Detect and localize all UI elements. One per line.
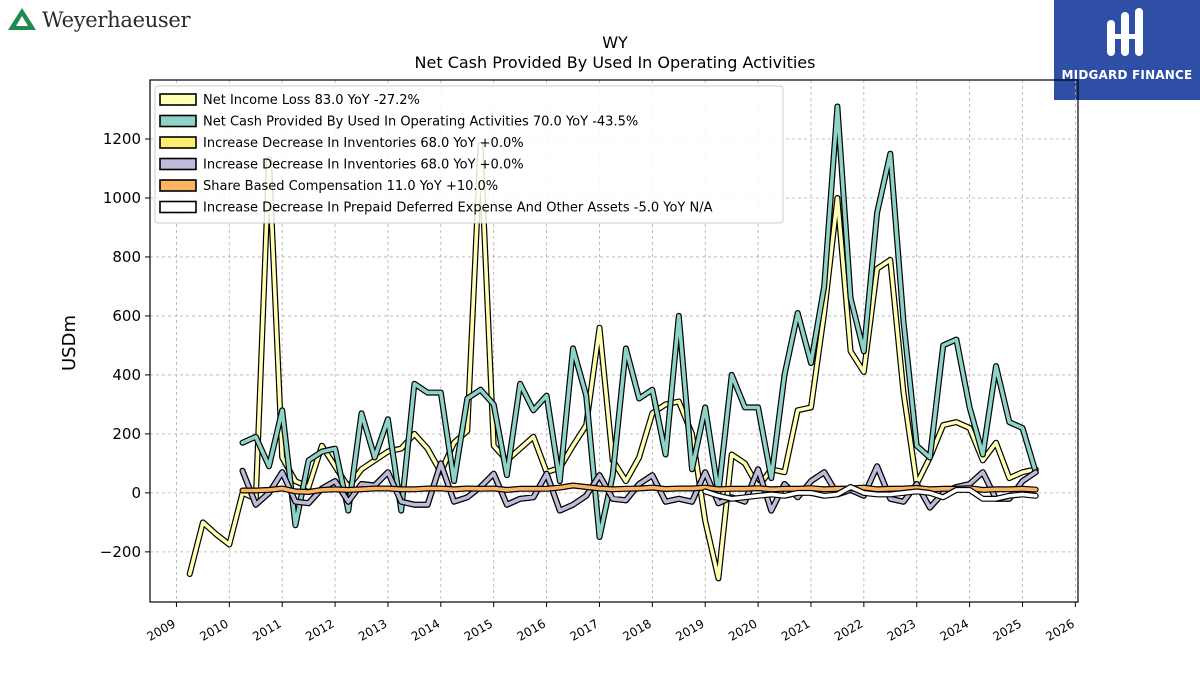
y-tick-label: 1000 <box>103 189 141 207</box>
x-tick-label: 2015 <box>462 616 495 643</box>
y-tick-label: 1200 <box>103 130 141 148</box>
legend-swatch-3 <box>159 157 197 171</box>
x-tick-label: 2014 <box>409 616 442 643</box>
legend-label-4: Share Based Compensation 11.0 YoY +10.0% <box>203 179 498 194</box>
legend-label-3: Increase Decrease In Inventories 68.0 Yo… <box>203 158 524 173</box>
x-tick-label: 2011 <box>250 616 283 643</box>
x-tick-label: 2024 <box>938 616 971 643</box>
legend-label-5: Increase Decrease In Prepaid Deferred Ex… <box>203 201 713 216</box>
y-tick-label: −200 <box>100 543 141 561</box>
x-tick-label: 2021 <box>779 616 812 643</box>
x-tick-label: 2016 <box>515 616 548 643</box>
x-tick-label: 2013 <box>356 616 389 643</box>
x-tick-label: 2018 <box>620 616 653 643</box>
x-tick-label: 2009 <box>144 616 177 643</box>
chart-title: WY <box>602 33 628 52</box>
x-tick-label: 2020 <box>726 616 759 643</box>
legend-label-2: Increase Decrease In Inventories 68.0 Yo… <box>203 136 524 151</box>
legend-box <box>154 85 784 224</box>
x-tick-label: 2010 <box>197 616 230 643</box>
y-tick-label: 0 <box>131 484 141 502</box>
weyerhaeuser-logo: Weyerhaeuser <box>6 6 191 34</box>
legend-swatch-1 <box>159 114 197 128</box>
legend-swatch-0 <box>159 93 197 106</box>
plot-frame <box>149 79 1079 603</box>
x-tick-label: 2026 <box>1043 616 1076 643</box>
x-tick-label: 2025 <box>991 616 1024 643</box>
x-tick-label: 2017 <box>568 616 601 643</box>
x-tick-label: 2019 <box>673 616 706 643</box>
y-tick-label: 400 <box>112 366 141 384</box>
weyerhaeuser-wordmark: Weyerhaeuser <box>42 8 191 32</box>
x-tick-label: 2022 <box>832 616 865 643</box>
series-line-1 <box>240 104 1038 539</box>
y-tick-label: 200 <box>112 425 141 443</box>
chart-subtitle: Net Cash Provided By Used In Operating A… <box>414 53 816 72</box>
tree-icon <box>8 8 36 30</box>
y-tick-label: 800 <box>112 248 141 266</box>
midgard-finance-wordmark: MIDGARD FINANCE <box>1061 68 1193 82</box>
legend-swatch-2 <box>159 136 197 149</box>
midgard-emblem-icon <box>1107 8 1143 56</box>
series-line-4 <box>240 483 1038 494</box>
legend-label-0: Net Income Loss 83.0 YoY -27.2% <box>203 93 420 108</box>
x-tick-label: 2012 <box>303 616 336 643</box>
legend-swatch-5 <box>159 200 197 214</box>
y-axis-label: USDm <box>59 315 80 371</box>
series-line-5 <box>703 485 1038 501</box>
x-tick-label: 2023 <box>885 616 918 643</box>
legend-swatch-4 <box>159 179 197 192</box>
y-tick-label: 600 <box>112 307 141 325</box>
legend-label-1: Net Cash Provided By Used In Operating A… <box>203 115 638 130</box>
